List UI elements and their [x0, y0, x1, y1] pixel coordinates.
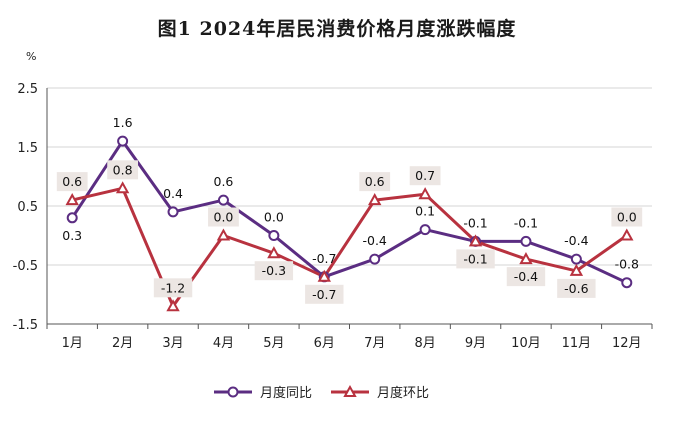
legend-label-mom: 月度环比 [377, 385, 429, 401]
data-label-mom: -0.6 [564, 281, 588, 296]
data-point-yoy [419, 224, 431, 236]
y-tick-label: 2.5 [17, 82, 38, 97]
legend-label-yoy: 月度同比 [260, 385, 312, 401]
x-tick-label: 10月 [511, 336, 541, 351]
data-label-yoy: 0.4 [163, 186, 183, 201]
data-point-mom [569, 263, 584, 276]
legend: 月度同比 月度环比 [214, 384, 429, 401]
series-lines [65, 135, 634, 312]
x-tick-label: 1月 [62, 336, 83, 351]
y-tick-label: 0.5 [17, 200, 38, 215]
data-point-mom [317, 269, 331, 282]
data-point-mom [468, 234, 483, 247]
data-point-yoy [66, 212, 78, 224]
x-tick-label: 3月 [162, 336, 183, 351]
data-label-box [611, 207, 643, 227]
data-label-box [305, 284, 344, 304]
x-tick-label: 6月 [314, 336, 335, 351]
x-tick-label: 4月 [213, 336, 234, 351]
data-label-mom: 0.6 [365, 174, 385, 189]
y-tick-label: -0.5 [13, 259, 38, 274]
data-label-box [409, 166, 441, 186]
data-label-yoy: -0.7 [312, 251, 336, 266]
data-point-mom [267, 246, 281, 259]
data-label-yoy: 0.1 [415, 204, 435, 219]
data-label-yoy: 0.0 [264, 210, 284, 225]
chart-title: 图1 2024年居民消费价格月度涨跌幅度 [157, 18, 517, 40]
legend-marker-mom [343, 384, 357, 397]
data-label-mom: 0.0 [617, 210, 637, 225]
data-point-mom [519, 252, 533, 265]
data-label-yoy: -0.8 [615, 257, 639, 272]
data-point-yoy [570, 253, 582, 265]
data-label-box [557, 278, 596, 298]
data-label-yoy: -0.4 [564, 233, 588, 248]
legend-marker-yoy [227, 386, 239, 398]
data-point-mom [216, 228, 231, 241]
data-label-mom: -0.1 [463, 251, 487, 266]
y-tick-label: 1.5 [17, 141, 38, 156]
data-point-yoy [369, 253, 381, 265]
data-label-yoy: -0.4 [363, 233, 387, 248]
data-label-box [56, 172, 88, 192]
x-tick-label: 12月 [612, 336, 642, 351]
x-tick-label: 7月 [364, 336, 385, 351]
data-point-mom [418, 187, 432, 200]
data-point-mom [166, 299, 180, 312]
x-tick-label: 8月 [414, 336, 435, 351]
y-tick-label: -1.5 [13, 318, 38, 333]
data-point-mom [368, 193, 382, 206]
data-point-yoy [520, 235, 532, 247]
data-label-mom: -1.2 [161, 280, 185, 295]
data-label-mom: 0.6 [62, 174, 82, 189]
x-tick-label: 5月 [263, 336, 284, 351]
data-label-box [208, 207, 239, 227]
data-point-yoy [117, 135, 129, 147]
data-label-mom: -0.4 [514, 269, 538, 284]
data-label-box [153, 278, 193, 298]
data-label-box [506, 267, 546, 287]
data-label-box [456, 249, 495, 269]
data-label-box [107, 160, 139, 180]
data-label-yoy: 0.6 [214, 174, 234, 189]
data-point-mom [620, 228, 634, 241]
data-label-yoy: -0.1 [514, 215, 538, 230]
data-point-mom [115, 181, 130, 194]
data-label-yoy: 1.6 [113, 115, 133, 130]
data-point-yoy [167, 206, 179, 218]
data-label-box [254, 261, 294, 281]
data-label-mom: -0.7 [312, 287, 336, 302]
y-axis-unit: % [26, 50, 36, 63]
data-label-box [359, 172, 391, 192]
data-point-yoy [621, 277, 633, 289]
data-label-mom: 0.7 [415, 168, 435, 183]
data-label-mom: 0.0 [214, 210, 234, 225]
data-point-yoy [217, 194, 229, 206]
x-tick-label: 2月 [112, 336, 133, 351]
data-point-yoy [268, 230, 280, 241]
axes: 2.5 1.5 0.5 -0.5 -1.5% 1月 2月 3月 4月 5月 6月 7月 8月 9月 10月 1… [13, 50, 653, 351]
series-line-yoy [70, 139, 628, 285]
data-label-yoy: -0.1 [463, 215, 487, 230]
data-label-mom: -0.3 [262, 263, 286, 278]
data-point-mom [65, 193, 79, 206]
x-tick-label: 9月 [465, 336, 486, 351]
data-label-yoy: 0.3 [62, 228, 82, 243]
x-tick-label: 11月 [562, 336, 592, 351]
data-labels: 0.3 1.6 0.4 0.6 0.0 -0.7 -0.4 0.1 -0.1 -0.1 -0.4 -0… [56, 115, 643, 304]
data-label-mom: 0.8 [113, 162, 133, 177]
